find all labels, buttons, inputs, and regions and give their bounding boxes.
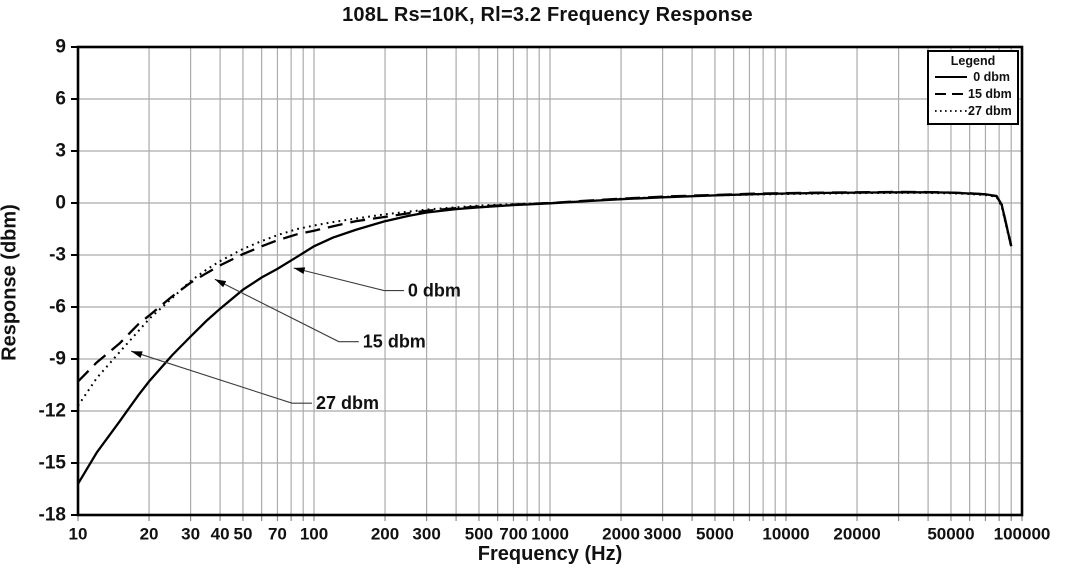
y-tick-label: 9 [55, 37, 66, 58]
y-tick-label: 0 [55, 193, 66, 214]
legend: Legend 0 dbm 15 dbm 27 dbm [927, 50, 1019, 125]
y-tick-label: -6 [49, 297, 66, 318]
x-tick-label: 5000 [696, 525, 734, 544]
legend-entry-label: 27 dbm [968, 103, 1012, 118]
y-tick-label: -18 [39, 505, 66, 526]
x-tick-label: 700 [499, 525, 527, 544]
curve-27-dbm [77, 191, 1013, 407]
annotation-leader [131, 350, 313, 404]
x-tick-label: 50000 [927, 525, 974, 544]
y-tick-label: -3 [49, 245, 66, 266]
annotation-label: 0 dbm [408, 281, 461, 301]
x-tick-label: 300 [412, 525, 440, 544]
annotation-leader [293, 267, 404, 292]
x-tick-label: 1000 [531, 525, 569, 544]
chart-title: 108L Rs=10K, Rl=3.2 Frequency Response [342, 4, 753, 26]
annotation-arrowhead [131, 351, 143, 358]
y-tick-label: 3 [55, 141, 66, 162]
y-tick-label: -15 [39, 453, 67, 474]
legend-line-sample-dashed [935, 92, 967, 95]
legend-entry: 27 dbm [929, 102, 1017, 119]
annotation-label: 15 dbm [363, 332, 426, 352]
plot-border [76, 45, 1024, 517]
legend-entry: 0 dbm [929, 68, 1017, 85]
x-tick-label: 100000 [994, 525, 1051, 544]
annotation-arrowhead [214, 279, 227, 288]
x-tick-label: 2000 [602, 525, 640, 544]
legend-title: Legend [950, 54, 996, 68]
x-tick-label: 10000 [762, 525, 809, 544]
y-axis-title: Response (dbm) [0, 204, 21, 361]
annotation-leader [214, 278, 359, 343]
legend-rows: 0 dbm 15 dbm 27 dbm [929, 68, 1017, 119]
legend-entry-label: 0 dbm [973, 69, 1010, 84]
y-tick-label: -12 [39, 401, 66, 422]
x-tick-label: 40 [211, 525, 230, 544]
legend-line-sample-dotted [935, 109, 967, 112]
curve-0-dbm [77, 191, 1013, 485]
x-tick-label: 70 [268, 525, 287, 544]
legend-line-sample-solid [935, 75, 967, 78]
x-tick-label: 500 [465, 525, 493, 544]
legend-entry: 15 dbm [929, 85, 1017, 102]
x-tick-label: 100 [300, 525, 328, 544]
x-tick-label: 20 [140, 525, 159, 544]
x-tick-label: 3000 [644, 525, 682, 544]
annotation-label: 27 dbm [316, 393, 379, 413]
y-tick-label: -9 [49, 349, 66, 370]
x-tick-label: 200 [371, 525, 399, 544]
x-tick-label: 30 [181, 525, 200, 544]
annotation-arrowhead [293, 267, 306, 274]
x-axis-title: Frequency (Hz) [477, 543, 623, 565]
curve-15-dbm [77, 190, 1013, 383]
x-tick-label: 50 [233, 525, 252, 544]
legend-entry-label: 15 dbm [968, 86, 1012, 101]
x-tick-label: 10 [69, 525, 88, 544]
y-tick-label: 6 [55, 89, 66, 110]
x-tick-label: 20000 [833, 525, 880, 544]
